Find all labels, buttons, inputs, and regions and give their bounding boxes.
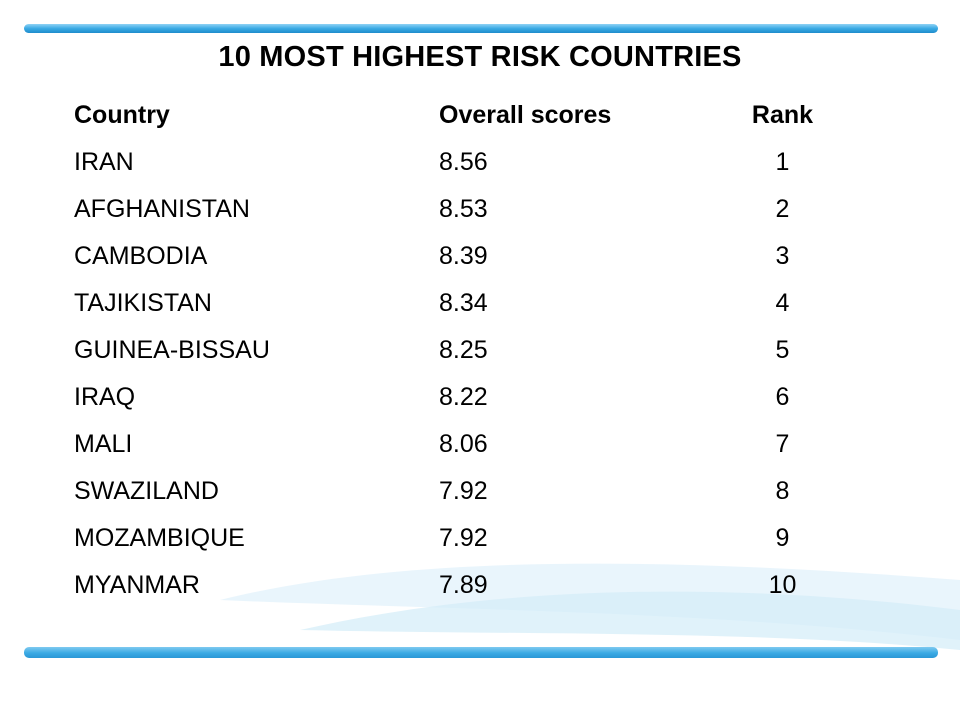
score-cell: 8.34 xyxy=(439,289,488,317)
rank-cell: 8 xyxy=(775,477,790,505)
country-cell: SWAZILAND xyxy=(74,477,219,505)
table-row: CAMBODIA 8.39 3 xyxy=(74,233,830,280)
score-cell: 8.25 xyxy=(439,336,488,364)
rank-cell: 10 xyxy=(768,571,797,599)
score-cell: 8.39 xyxy=(439,242,488,270)
score-cell: 8.22 xyxy=(439,383,488,411)
table-row: MALI 8.06 7 xyxy=(74,421,830,468)
table-header-row: Country Overall scores Rank xyxy=(74,92,830,139)
table-row: SWAZILAND 7.92 8 xyxy=(74,468,830,515)
bottom-accent-bar xyxy=(24,647,938,658)
country-cell: AFGHANISTAN xyxy=(74,195,250,223)
table-row: MOZAMBIQUE 7.92 9 xyxy=(74,515,830,562)
table-row: TAJIKISTAN 8.34 4 xyxy=(74,280,830,327)
country-cell: MOZAMBIQUE xyxy=(74,524,245,552)
score-cell: 7.92 xyxy=(439,477,488,505)
rank-cell: 6 xyxy=(775,383,790,411)
table-row: IRAN 8.56 1 xyxy=(74,139,830,186)
score-cell: 8.53 xyxy=(439,195,488,223)
top-accent-bar xyxy=(24,24,938,33)
country-cell: GUINEA-BISSAU xyxy=(74,336,270,364)
rank-cell: 3 xyxy=(775,242,790,270)
country-cell: IRAN xyxy=(74,148,134,176)
slide-title: 10 MOST HIGHEST RISK COUNTRIES xyxy=(218,41,742,73)
table-row: IRAQ 8.22 6 xyxy=(74,374,830,421)
risk-table: Country Overall scores Rank IRAN 8.56 1 … xyxy=(74,92,830,609)
score-cell: 8.06 xyxy=(439,430,488,458)
country-cell: MALI xyxy=(74,430,133,458)
rank-cell: 5 xyxy=(775,336,790,364)
header-rank: Rank xyxy=(751,101,814,129)
table-row: AFGHANISTAN 8.53 2 xyxy=(74,186,830,233)
header-overall-scores: Overall scores xyxy=(439,101,612,129)
header-country: Country xyxy=(74,101,170,129)
table-row: GUINEA-BISSAU 8.25 5 xyxy=(74,327,830,374)
rank-cell: 4 xyxy=(775,289,790,317)
rank-cell: 1 xyxy=(775,148,790,176)
score-cell: 8.56 xyxy=(439,148,488,176)
country-cell: MYANMAR xyxy=(74,571,200,599)
rank-cell: 7 xyxy=(775,430,790,458)
score-cell: 7.89 xyxy=(439,571,488,599)
country-cell: TAJIKISTAN xyxy=(74,289,212,317)
rank-cell: 9 xyxy=(775,524,790,552)
score-cell: 7.92 xyxy=(439,524,488,552)
table-row: MYANMAR 7.89 10 xyxy=(74,562,830,609)
rank-cell: 2 xyxy=(775,195,790,223)
country-cell: CAMBODIA xyxy=(74,242,208,270)
country-cell: IRAQ xyxy=(74,383,136,411)
